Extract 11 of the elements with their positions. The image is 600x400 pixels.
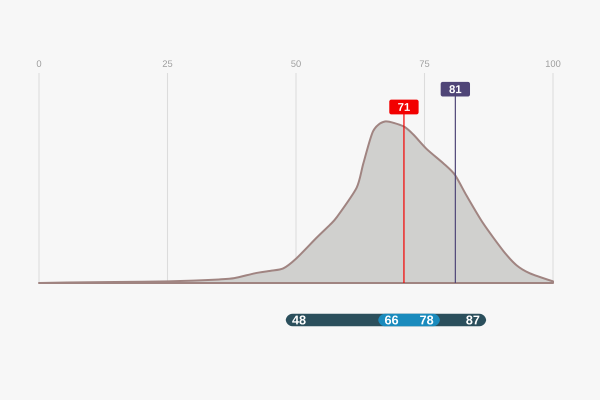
x-tick-label: 25 [162,60,172,67]
ref-line-label: 81 [449,85,462,94]
annotation: 48 [292,316,306,324]
x-tick-label: 50 [291,60,301,67]
x-tick-label: 100 [546,60,560,67]
ref-line-label: 71 [398,103,410,111]
x-tick-label: 0 [36,60,42,67]
annotation: 66 [384,316,398,324]
annotation: 78 [420,316,434,324]
annotation: 87 [466,316,480,324]
x-tick-label: 75 [420,60,430,67]
